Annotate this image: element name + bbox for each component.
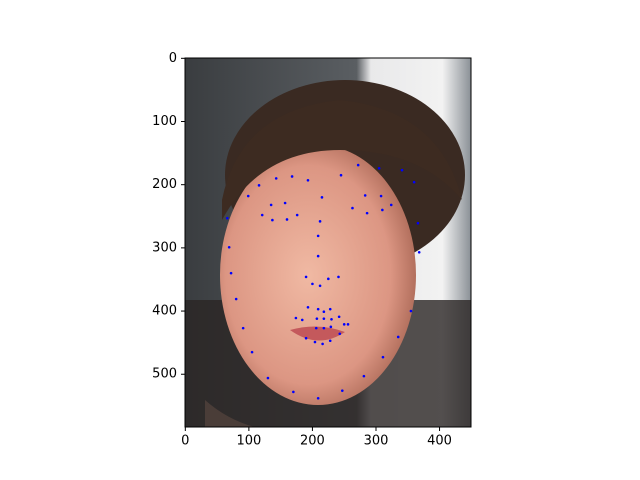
landmark-point [271, 218, 274, 222]
landmark-point [229, 271, 233, 275]
landmark-point [338, 332, 342, 336]
y-tick-label: 100 [152, 114, 177, 129]
landmark-point [300, 318, 304, 322]
landmark-point [227, 245, 231, 249]
landmark-point [341, 389, 344, 392]
landmark-point [351, 206, 354, 210]
landmark-point [342, 323, 346, 326]
landmark-point [316, 234, 320, 238]
landmark-point [321, 342, 324, 346]
axes-frame [184, 57, 472, 428]
landmark-point [306, 305, 310, 309]
landmark-point [318, 284, 322, 288]
landmark-point [320, 196, 324, 199]
landmark-point [396, 335, 400, 339]
landmark-point [316, 254, 320, 258]
landmark-point [304, 275, 308, 279]
landmark-point [313, 340, 317, 344]
y-tick-label: 200 [152, 177, 177, 192]
landmark-point [257, 184, 261, 187]
y-tick-label: 300 [152, 240, 177, 255]
x-tick-label: 200 [300, 434, 325, 449]
landmark-point [362, 374, 366, 378]
landmark-point [337, 275, 340, 279]
landmark-point [314, 326, 318, 330]
landmark-point [379, 194, 383, 198]
landmark-point [412, 180, 416, 184]
landmark-point [316, 307, 320, 311]
landmark-point [322, 326, 326, 330]
landmark-point [381, 355, 385, 359]
y-tick-label: 500 [152, 367, 177, 382]
landmark-point [234, 297, 238, 301]
landmark-point [365, 211, 369, 215]
landmark-point [292, 390, 295, 394]
landmark-point [283, 201, 287, 205]
landmark-point [318, 220, 322, 223]
landmark-point [316, 396, 320, 400]
landmark-point [295, 213, 299, 217]
landmark-point [356, 163, 360, 167]
landmark-point [241, 326, 245, 330]
landmark-point [304, 336, 308, 340]
landmark-point [266, 376, 270, 380]
landmark-point [306, 178, 310, 182]
landmark-point [339, 173, 343, 177]
landmark-point [346, 323, 350, 326]
landmark-point [330, 317, 333, 321]
landmark-point [285, 218, 289, 221]
landmark-point [260, 213, 264, 217]
landmark-point [377, 166, 381, 170]
landmark-point [311, 282, 314, 286]
x-tick-label: 100 [236, 434, 261, 449]
landmark-point [290, 175, 294, 178]
landmark-point [322, 317, 326, 320]
x-tick-label: 400 [427, 434, 452, 449]
landmark-point [225, 216, 229, 220]
landmark-point [337, 315, 341, 319]
landmark-point [328, 339, 332, 343]
landmark-point [246, 194, 250, 198]
x-tick-label: 300 [364, 434, 389, 449]
landmark-point [274, 177, 278, 180]
landmark-point [250, 350, 254, 354]
landmark-point [328, 307, 332, 311]
landmark-point [400, 168, 404, 172]
landmark-point [269, 203, 273, 207]
y-tick-label: 400 [152, 304, 177, 319]
landmark-point [417, 250, 421, 254]
landmark-point [381, 208, 384, 212]
landmark-point [389, 203, 393, 207]
landmark-point [416, 221, 420, 225]
landmark-point [327, 277, 330, 281]
photo [185, 58, 471, 427]
landmark-point [315, 317, 319, 320]
landmark-point [329, 325, 333, 329]
landmark-point [409, 309, 413, 313]
landmark-point [363, 194, 367, 197]
x-tick-label: 0 [181, 434, 189, 449]
y-tick-label: 0 [169, 51, 177, 66]
landmark-point [294, 316, 298, 320]
landmark-point [322, 310, 326, 313]
